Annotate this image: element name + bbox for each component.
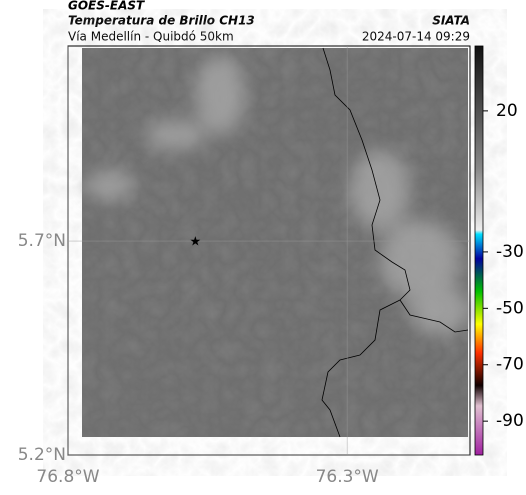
- lat-tick-label: 5.2°N: [18, 445, 66, 465]
- colorbar-tick-label: -50: [496, 298, 524, 318]
- location-marker: ★: [189, 235, 201, 250]
- lat-tick-label: 5.7°N: [18, 231, 66, 251]
- agency: SIATA: [432, 14, 470, 28]
- lon-tick-label: 76.8°W: [36, 467, 99, 487]
- lon-tick-label: 76.3°W: [316, 467, 379, 487]
- subtitle: Vía Medellín - Quibdó 50km: [68, 30, 234, 44]
- satellite-image: [82, 47, 470, 438]
- colorbar-tick-label: -70: [496, 355, 524, 375]
- colorbar-tick-label: -90: [496, 411, 524, 431]
- source: GOES-EAST: [68, 0, 145, 13]
- colorbar-tick-label: 20: [496, 101, 518, 121]
- datetime: 2024-07-14 09:29: [362, 30, 470, 44]
- colorbar: [474, 45, 484, 456]
- colorbar-tick-label: -30: [496, 242, 524, 262]
- title: Temperatura de Brillo CH13: [68, 14, 255, 28]
